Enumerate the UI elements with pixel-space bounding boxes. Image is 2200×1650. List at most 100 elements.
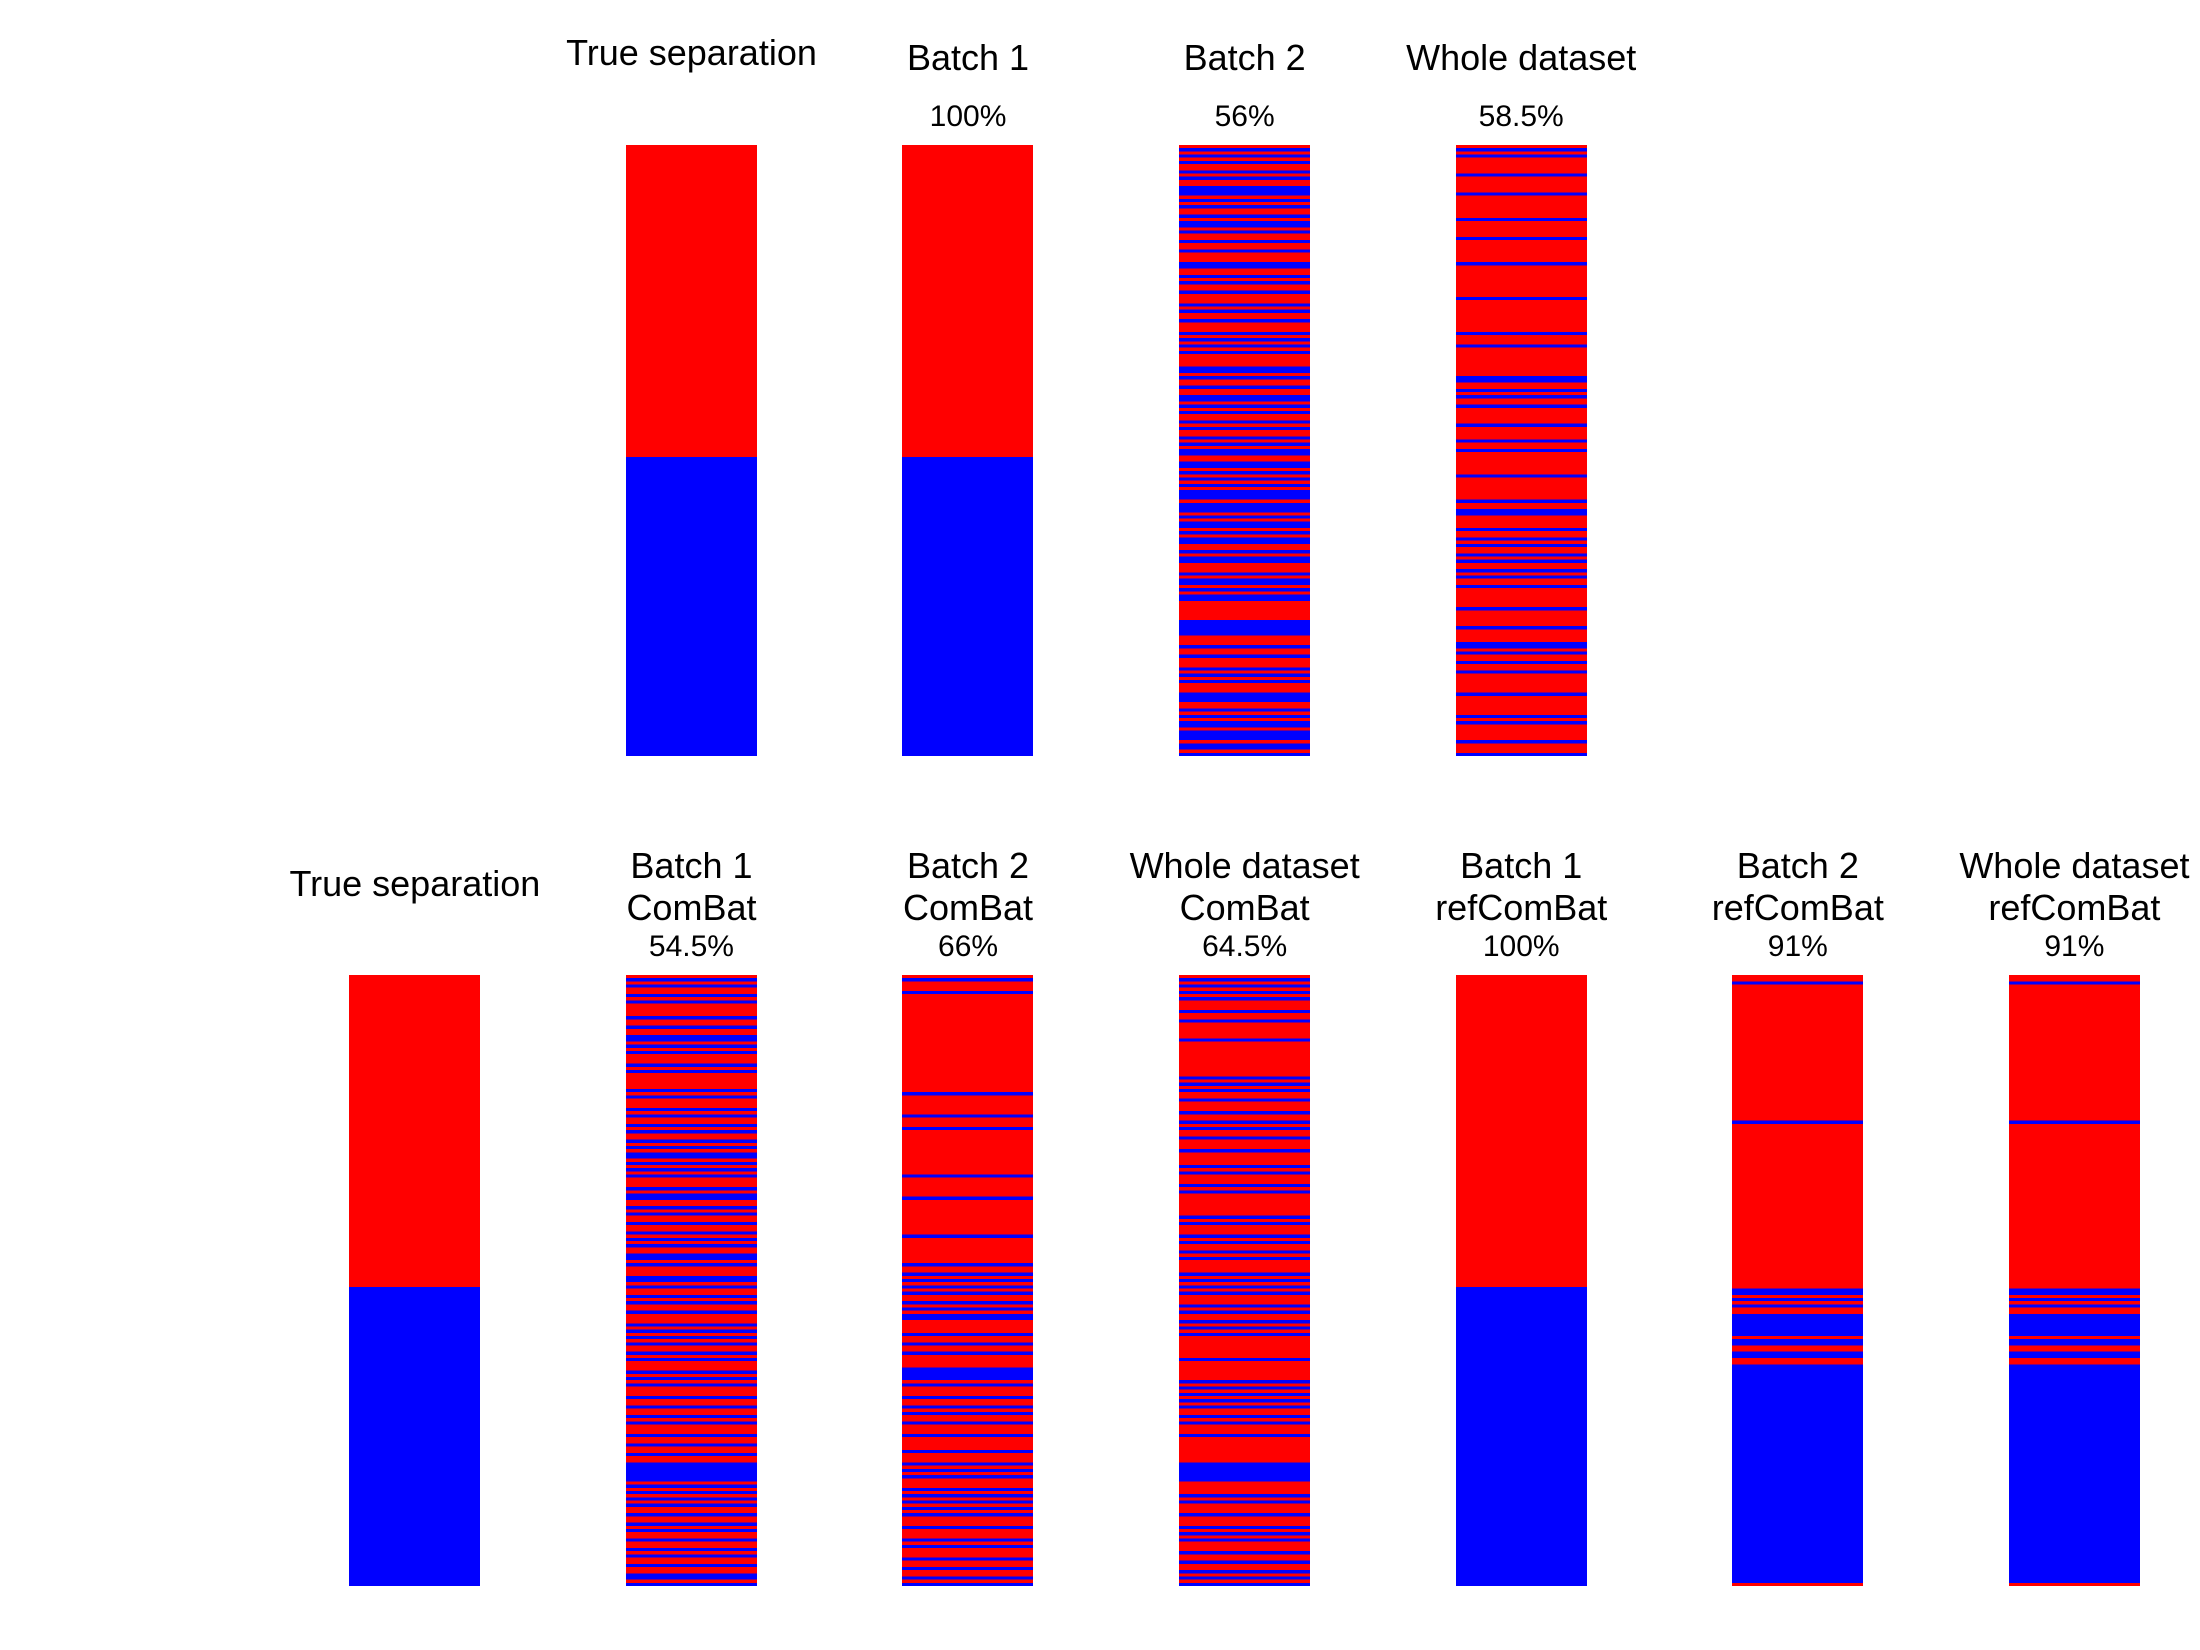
- red-row-band: [1179, 487, 1311, 491]
- red-row-band: [1179, 173, 1311, 178]
- red-row-band: [2008, 1336, 2141, 1340]
- blue-row-band: [1179, 215, 1311, 219]
- accuracy-label: 58.5%: [1478, 100, 1564, 134]
- blue-row-band: [1455, 642, 1587, 650]
- blue-row-band: [1455, 237, 1587, 241]
- red-row-band: [902, 1237, 1034, 1264]
- red-row-band: [1179, 1282, 1311, 1286]
- red-row-band: [1179, 658, 1311, 669]
- blue-row-band: [625, 1244, 758, 1248]
- blue-row-band: [1179, 1570, 1311, 1574]
- classification-strip: [1179, 145, 1311, 757]
- red-row-band: [625, 1332, 758, 1337]
- column-title: True separation: [289, 862, 541, 904]
- red-row-band: [625, 1171, 758, 1176]
- blue-row-band: [2008, 1339, 2141, 1347]
- red-row-band: [625, 1567, 758, 1574]
- classification-strip: [1455, 975, 1587, 1587]
- red-row-band: [1455, 696, 1587, 716]
- red-row-band: [1455, 743, 1587, 754]
- blue-row-band: [625, 1130, 758, 1134]
- red-row-band: [625, 1054, 758, 1065]
- red-row-band: [1179, 202, 1311, 207]
- red-row-band: [625, 1288, 758, 1296]
- blue-row-band: [625, 1497, 758, 1502]
- red-row-band: [1455, 556, 1587, 561]
- red-row-band: [1179, 1275, 1311, 1280]
- red-row-band: [1455, 158, 1587, 175]
- red-row-band: [1179, 208, 1311, 216]
- blue-row-band: [1179, 1310, 1311, 1315]
- red-row-band: [625, 1158, 758, 1163]
- column-subtitle: ComBat: [1179, 886, 1310, 928]
- red-row-band: [625, 1481, 758, 1486]
- red-row-band: [625, 1408, 758, 1416]
- red-row-band: [1179, 1383, 1311, 1388]
- blue-row-band: [1179, 1386, 1311, 1391]
- red-row-band: [1179, 994, 1311, 998]
- red-row-band: [625, 1313, 758, 1324]
- red-row-band: [625, 1266, 758, 1277]
- accuracy-label: 64.5%: [1202, 929, 1288, 963]
- blue-row-band: [1179, 1082, 1311, 1087]
- red-row-band: [1179, 347, 1311, 352]
- blue-row-band: [1455, 449, 1587, 453]
- blue-row-band: [625, 1035, 758, 1043]
- red-row-band: [1179, 534, 1311, 539]
- blue-row-band: [1179, 427, 1311, 431]
- red-row-band: [1179, 528, 1311, 533]
- blue-row-band: [625, 1146, 758, 1150]
- red-row-band: [625, 1345, 758, 1353]
- blue-row-band: [625, 1263, 758, 1267]
- red-row-band: [1179, 1396, 1311, 1400]
- blue-row-band: [1179, 1111, 1311, 1115]
- blue-row-band: [1455, 553, 1587, 558]
- red-row-band: [625, 981, 758, 986]
- blue-row-band: [2008, 1288, 2141, 1296]
- red-row-band: [1455, 629, 1587, 643]
- blue-row-band: [1179, 1405, 1311, 1410]
- red-row-band: [1455, 531, 1587, 539]
- blue-row-band: [1455, 395, 1587, 400]
- blue-row-band: [1179, 1560, 1311, 1565]
- blue-row-band: [1179, 1332, 1311, 1337]
- red-row-band: [1179, 1193, 1311, 1217]
- blue-row-band: [902, 1332, 1034, 1337]
- blue-row-band: [1455, 528, 1587, 533]
- classification-strip: [1179, 975, 1311, 1587]
- blue-row-band: [902, 1367, 1034, 1381]
- blue-row-band: [1179, 1279, 1311, 1283]
- red-row-band: [1179, 1174, 1311, 1185]
- red-row-band: [902, 1570, 1034, 1578]
- blue-row-band: [902, 1487, 1034, 1492]
- blue-row-band: [1179, 708, 1311, 713]
- red-row-band: [1179, 439, 1311, 444]
- blue-row-band: [1732, 1304, 1864, 1309]
- blue-row-band: [625, 1522, 758, 1527]
- red-row-band: [1179, 670, 1311, 675]
- blue-row-band: [902, 1114, 1034, 1119]
- red-row-band: [1455, 664, 1587, 672]
- blue-row-band: [1179, 1421, 1311, 1426]
- red-row-band: [1179, 1408, 1311, 1416]
- red-row-band: [1179, 1389, 1311, 1394]
- red-row-band: [1179, 683, 1311, 694]
- classification-strip: [1455, 145, 1587, 757]
- blue-row-band: [1179, 1250, 1311, 1255]
- blue-row-band: [1179, 449, 1311, 457]
- classification-strip: [625, 975, 758, 1587]
- red-row-band: [1179, 243, 1311, 251]
- red-row-band: [1179, 341, 1311, 346]
- column-title: Batch 2: [1183, 37, 1306, 79]
- blue-row-band: [902, 1513, 1034, 1517]
- blue-row-band: [625, 1139, 758, 1144]
- blue-row-band: [1732, 1313, 1864, 1337]
- red-row-band: [1179, 1123, 1311, 1128]
- blue-row-band: [625, 1370, 758, 1375]
- red-row-band: [1179, 1563, 1311, 1571]
- blue-row-band: [1455, 389, 1587, 393]
- blue-row-band: [625, 1193, 758, 1201]
- blue-row-band: [1179, 1136, 1311, 1141]
- blue-row-band: [625, 1025, 758, 1030]
- blue-row-band: [625, 1529, 758, 1533]
